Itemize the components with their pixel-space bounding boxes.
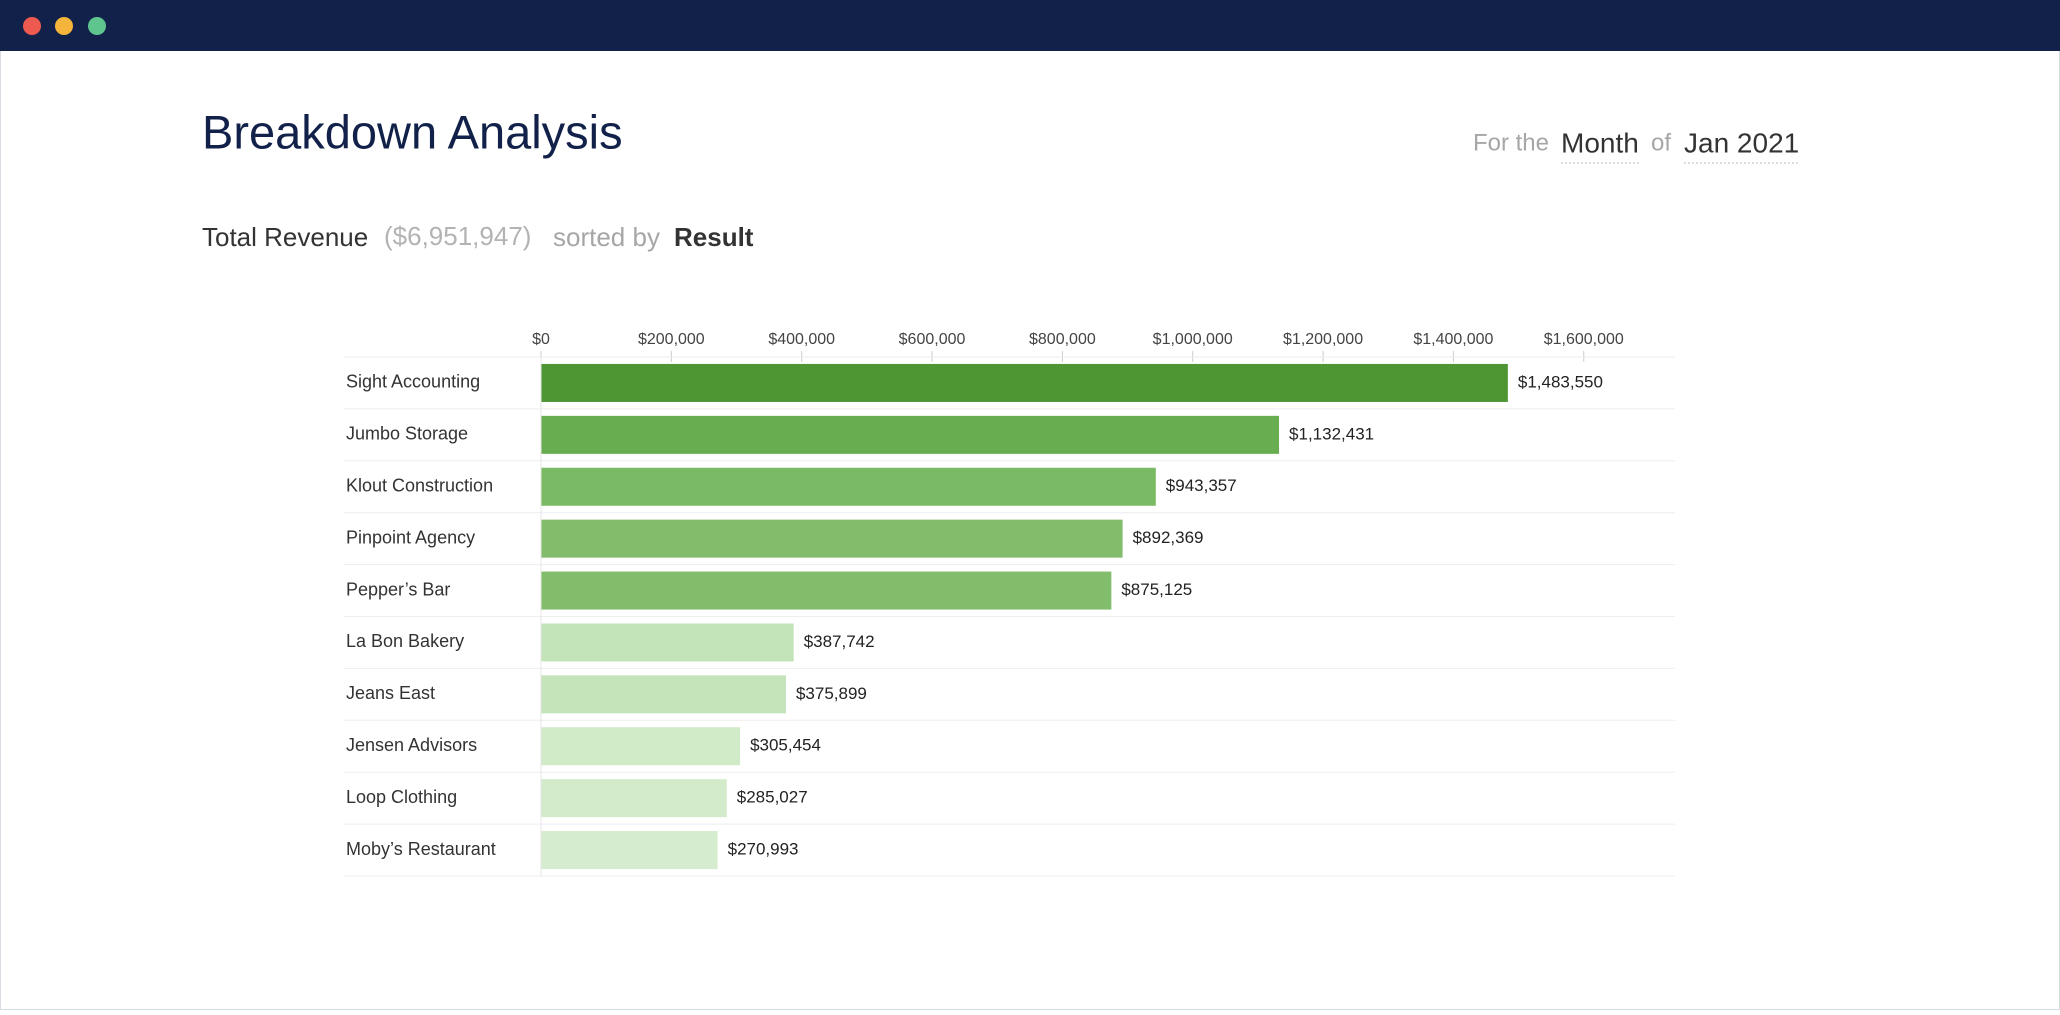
page-title: Breakdown Analysis bbox=[202, 105, 623, 158]
bar bbox=[541, 675, 786, 714]
category-label: Pinpoint Agency bbox=[346, 527, 475, 547]
maximize-button[interactable] bbox=[88, 17, 106, 35]
period-date[interactable]: Jan 2021 bbox=[1684, 127, 1799, 158]
x-tick-label: $1,000,000 bbox=[1153, 331, 1233, 348]
bar bbox=[541, 415, 1280, 454]
category-label: Klout Construction bbox=[346, 476, 493, 496]
period-unit[interactable]: Month bbox=[1561, 127, 1639, 158]
x-tick-label: $800,000 bbox=[1029, 331, 1096, 348]
bar bbox=[541, 467, 1156, 506]
title-bar bbox=[0, 0, 2060, 51]
x-tick-label: $1,200,000 bbox=[1283, 331, 1363, 348]
bar bbox=[541, 623, 794, 662]
chart: $0 $200,000 $400,000 $600,000 $800,000 $1,000… bbox=[344, 331, 1675, 877]
bar bbox=[541, 363, 1508, 402]
category-label: Sight Accounting bbox=[346, 372, 480, 392]
value-label: $943,357 bbox=[1166, 476, 1237, 495]
value-label: $375,899 bbox=[796, 684, 867, 703]
value-label: $270,993 bbox=[728, 840, 799, 859]
bar bbox=[541, 831, 718, 870]
bar bbox=[541, 779, 727, 818]
period-joiner: of bbox=[1651, 129, 1671, 156]
category-label: La Bon Bakery bbox=[346, 631, 464, 651]
x-tick-label: $200,000 bbox=[638, 331, 705, 348]
category-label: Loop Clothing bbox=[346, 787, 457, 807]
bar bbox=[541, 571, 1112, 610]
x-tick-label: $1,400,000 bbox=[1413, 331, 1493, 348]
value-label: $1,132,431 bbox=[1289, 424, 1374, 443]
value-label: $285,027 bbox=[737, 788, 808, 807]
sort-prefix: sorted by bbox=[553, 222, 660, 252]
x-tick-label: $600,000 bbox=[899, 331, 966, 348]
category-label: Jumbo Storage bbox=[346, 424, 468, 444]
value-label: $875,125 bbox=[1121, 580, 1192, 599]
bar bbox=[541, 727, 741, 766]
close-button[interactable] bbox=[23, 17, 41, 35]
x-tick-label: $400,000 bbox=[768, 331, 835, 348]
period-prefix: For the bbox=[1473, 129, 1549, 156]
category-label: Moby’s Restaurant bbox=[346, 839, 496, 859]
category-label: Pepper’s Bar bbox=[346, 579, 450, 599]
category-label: Jensen Advisors bbox=[346, 735, 477, 755]
value-label: $1,483,550 bbox=[1518, 372, 1603, 391]
minimize-button[interactable] bbox=[55, 17, 73, 35]
metric: Total Revenue bbox=[202, 222, 368, 252]
x-tick-label: $0 bbox=[532, 331, 550, 348]
x-tick-label: $1,600,000 bbox=[1544, 331, 1624, 348]
sort-key[interactable]: Result bbox=[674, 222, 754, 252]
total: ($6,951,947) bbox=[384, 221, 531, 251]
value-label: $305,454 bbox=[750, 736, 821, 755]
value-label: $387,742 bbox=[804, 632, 875, 651]
category-label: Jeans East bbox=[346, 683, 435, 703]
value-label: $892,369 bbox=[1133, 528, 1204, 547]
bar bbox=[541, 519, 1123, 558]
